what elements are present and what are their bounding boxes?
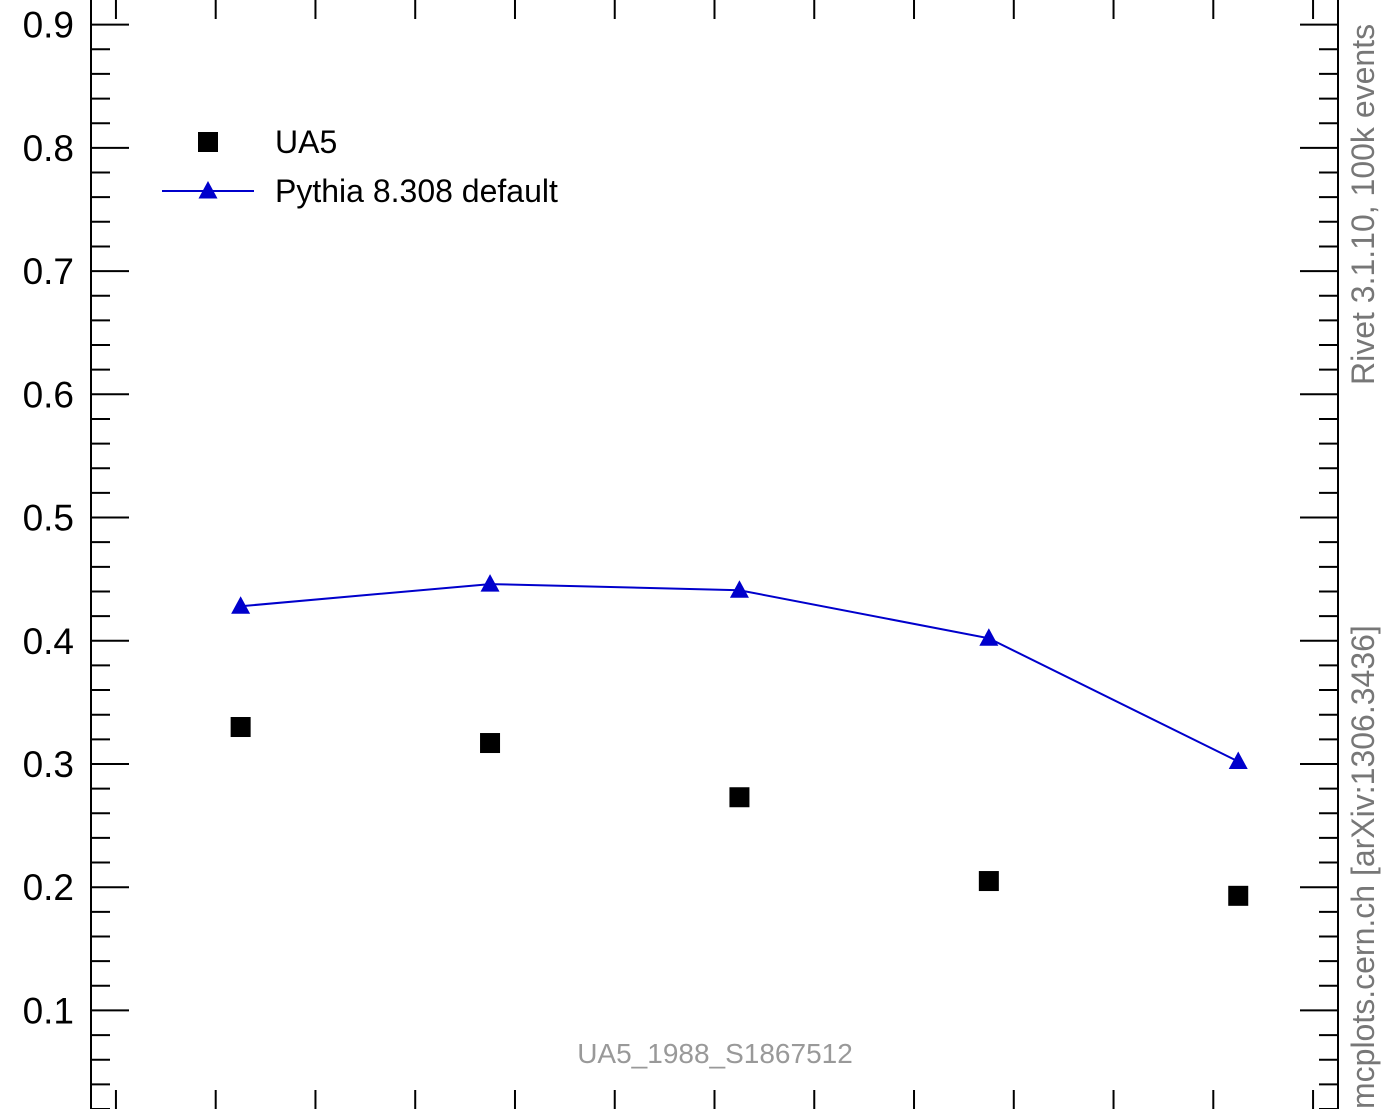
y-tick-label: 0.7 bbox=[23, 251, 74, 292]
legend-pythia-8-308-default-marker bbox=[198, 181, 218, 199]
y-tick-label: 0.3 bbox=[23, 744, 74, 785]
legend: UA5 Pythia 8.308 default bbox=[162, 124, 558, 209]
pythia-8-308-default-line bbox=[240, 583, 1239, 763]
pythia-8-308-default-point bbox=[231, 596, 251, 614]
y-tick-label: 0.5 bbox=[23, 498, 74, 539]
axis-ticks bbox=[91, 0, 1338, 1109]
plot-frame bbox=[90, 0, 1339, 1109]
y-tick-label: 0.1 bbox=[23, 990, 74, 1031]
pythia-8-308-default-point bbox=[1228, 751, 1248, 770]
y-tick-label: 0.2 bbox=[23, 867, 74, 908]
legend-pythia-8-308-default-label: Pythia 8.308 default bbox=[275, 173, 558, 209]
ua5-point bbox=[978, 871, 999, 892]
pythia-8-308-default-point bbox=[729, 580, 749, 598]
y-tick-labels: 0.1 0.2 0.3 0.4 0.5 0.6 0.7 0.8 0.9 bbox=[23, 5, 74, 1032]
ua5-point bbox=[480, 733, 501, 754]
ua5-point bbox=[230, 717, 251, 738]
rivet-version-note: Rivet 3.1.10, 100k events bbox=[1345, 24, 1381, 385]
pythia-8-308-default-point bbox=[480, 574, 500, 592]
legend-ua5-label: UA5 bbox=[275, 124, 337, 160]
ua5-point bbox=[729, 787, 750, 808]
y-tick-label: 0.4 bbox=[23, 621, 74, 662]
y-tick-label: 0.8 bbox=[23, 128, 74, 169]
y-tick-label: 0.9 bbox=[23, 5, 74, 46]
mcplots-source-note: mcplots.cern.ch [arXiv:1306.3436] bbox=[1345, 625, 1381, 1109]
ua5-point bbox=[1228, 885, 1249, 906]
analysis-id-label: UA5_1988_S1867512 bbox=[577, 1038, 853, 1069]
y-tick-label: 0.6 bbox=[23, 374, 74, 415]
series-layer bbox=[230, 574, 1249, 906]
pythia-8-308-default-point bbox=[979, 628, 999, 646]
legend-ua5-marker bbox=[198, 132, 218, 152]
